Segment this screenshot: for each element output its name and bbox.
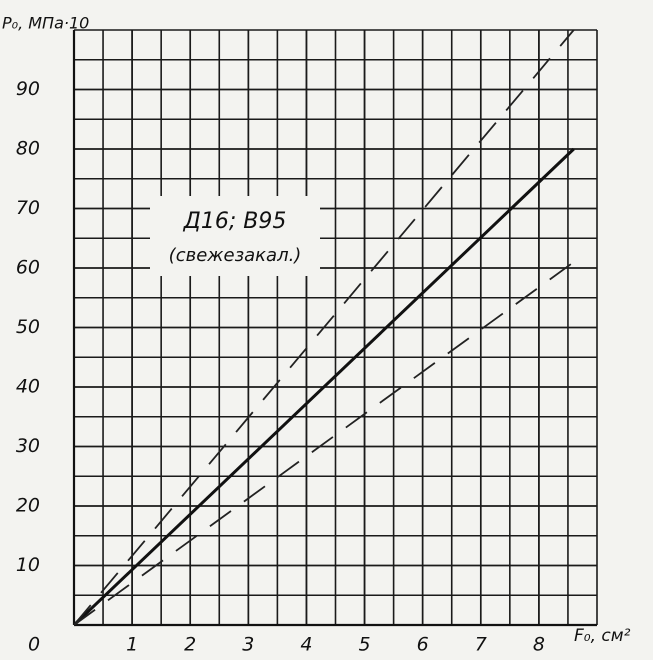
y-tick-label: 70 — [16, 197, 40, 219]
x-tick-label: 8 — [533, 634, 545, 656]
y-tick-label: 40 — [16, 376, 40, 398]
y-tick-label: 50 — [16, 316, 40, 338]
y-tick-label: 30 — [16, 435, 40, 457]
x-tick-label: 1 — [126, 634, 138, 656]
annotation: (свежезакал.) — [169, 245, 302, 266]
x-tick-label: 6 — [417, 634, 429, 656]
x-tick-label: 0 — [28, 634, 40, 656]
y-tick-label: 60 — [16, 257, 40, 279]
y-tick-label: 80 — [16, 138, 40, 160]
annotation-box — [150, 196, 320, 276]
y-tick-label: 20 — [16, 495, 40, 517]
series-line — [73, 261, 575, 626]
y-tick-label: 10 — [16, 554, 40, 576]
y-tick-label: 90 — [16, 78, 40, 100]
series-line — [73, 29, 575, 626]
x-axis-label: F₀, см² — [574, 626, 631, 646]
x-tick-label: 3 — [242, 634, 254, 656]
series-line — [72, 147, 575, 627]
annotation: Д16; В95 — [183, 209, 287, 234]
x-tick-label: 5 — [359, 634, 371, 656]
y-axis-label: P₀, МПа·10 — [2, 14, 89, 33]
x-tick-label: 7 — [475, 634, 487, 656]
x-tick-label: 2 — [184, 634, 196, 656]
x-tick-label: 4 — [300, 634, 312, 656]
